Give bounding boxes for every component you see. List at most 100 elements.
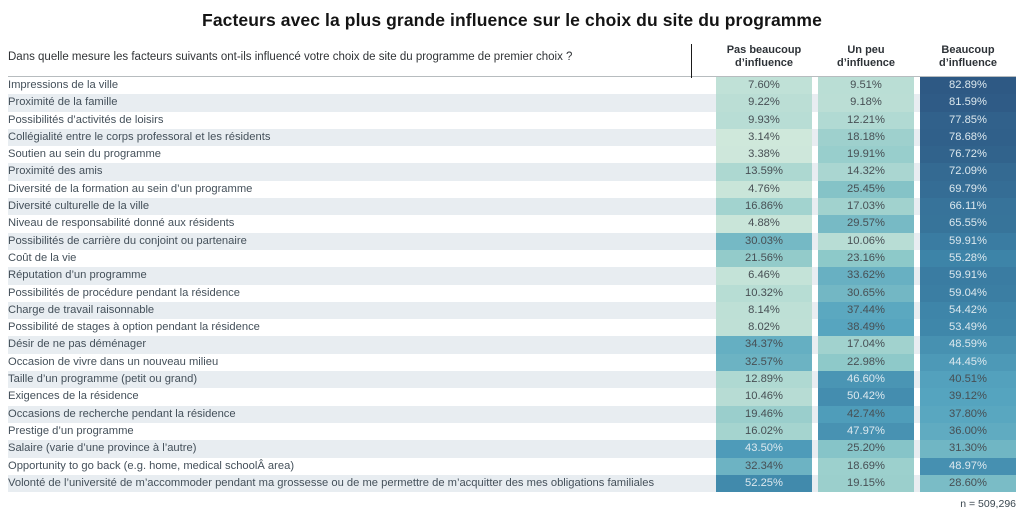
chart-title: Facteurs avec la plus grande influence s… [202, 10, 822, 30]
factor-label: Proximité de la famille [8, 96, 118, 109]
value-cell-un-peu: 19.91% [818, 146, 914, 164]
value-cell-un-peu: 23.16% [818, 249, 914, 268]
value-cell-pas-beaucoup: 32.34% [716, 457, 812, 475]
value-cell-pas-beaucoup: 10.32% [716, 284, 812, 302]
value-cell-pas-beaucoup: 4.76% [716, 180, 812, 199]
factor-label: Soutien au sein du programme [8, 148, 161, 161]
value-cell-pas-beaucoup: 52.25% [716, 474, 812, 493]
factor-label: Taille d’un programme (petit ou grand) [8, 373, 198, 386]
factor-label: Occasion de vivre dans un nouveau milieu [8, 355, 219, 368]
value-cell-beaucoup: 78.68% [920, 128, 1016, 147]
table-row: Collégialité entre le corps professoral … [8, 128, 1016, 147]
table-row: Prestige d’un programme 16.02% 47.97% 36.00… [8, 422, 1016, 441]
value-cell-pas-beaucoup: 4.88% [716, 215, 812, 233]
table-row: Opportunity to go back (e.g. home, medic… [8, 457, 1016, 475]
value-cell-un-peu: 22.98% [818, 353, 914, 372]
value-cell-beaucoup: 81.59% [920, 94, 1016, 112]
value-cell-un-peu: 30.65% [818, 284, 914, 302]
factor-label: Désir de ne pas déménager [8, 338, 147, 351]
factor-label: Proximité des amis [8, 165, 103, 178]
value-cell-pas-beaucoup: 34.37% [716, 336, 812, 354]
value-cell-pas-beaucoup: 8.14% [716, 301, 812, 320]
value-cell-un-peu: 14.32% [818, 163, 914, 181]
value-cell-un-peu: 12.21% [818, 111, 914, 129]
table-row: Possibilités d’activités de loisirs 9.93%… [8, 111, 1016, 129]
value-cell-pas-beaucoup: 32.57% [716, 353, 812, 372]
factor-label: Réputation d’un programme [8, 269, 147, 282]
value-cell-un-peu: 10.06% [818, 232, 914, 250]
table-row: Salaire (varie d’une province à l’autre)… [8, 440, 1016, 458]
value-cell-pas-beaucoup: 8.02% [716, 319, 812, 337]
value-cell-beaucoup: 39.12% [920, 388, 1016, 406]
value-cell-beaucoup: 48.59% [920, 336, 1016, 354]
survey-question: Dans quelle mesure les facteurs suivants… [8, 50, 573, 63]
sample-size-note: n = 509,296 [960, 498, 1016, 510]
value-cell-pas-beaucoup: 16.86% [716, 198, 812, 216]
table-row: Niveau de responsabilité donné aux résid… [8, 215, 1016, 233]
factor-label: Possibilités de procédure pendant la rés… [8, 286, 240, 299]
value-cell-pas-beaucoup: 9.22% [716, 94, 812, 112]
value-cell-pas-beaucoup: 19.46% [716, 405, 812, 423]
table-row: Proximité des amis 13.59% 14.32% 72.09% [8, 163, 1016, 181]
value-cell-beaucoup: 37.80% [920, 405, 1016, 423]
value-cell-pas-beaucoup: 16.02% [716, 422, 812, 441]
factor-label: Possibilités de carrière du conjoint ou … [8, 234, 247, 247]
table-row: Soutien au sein du programme 3.38% 19.91% 7… [8, 146, 1016, 164]
factor-label: Coût de la vie [8, 251, 77, 264]
value-cell-un-peu: 42.74% [818, 405, 914, 423]
value-cell-beaucoup: 66.11% [920, 198, 1016, 216]
value-cell-un-peu: 25.20% [818, 440, 914, 458]
factor-label: Salaire (varie d’une province à l’autre) [8, 442, 197, 455]
factor-label: Occasions de recherche pendant la réside… [8, 407, 236, 420]
factor-label: Niveau de responsabilité donné aux résid… [8, 217, 235, 230]
column-header-un-peu: Un peu d’influence [836, 44, 896, 69]
value-cell-pas-beaucoup: 21.56% [716, 249, 812, 268]
table-row: Désir de ne pas déménager 34.37% 17.04% 48.… [8, 336, 1016, 354]
factor-label: Collégialité entre le corps professoral … [8, 130, 271, 143]
value-cell-un-peu: 29.57% [818, 215, 914, 233]
value-cell-beaucoup: 82.89% [920, 77, 1016, 95]
value-cell-beaucoup: 44.45% [920, 353, 1016, 372]
value-cell-un-peu: 47.97% [818, 422, 914, 441]
value-cell-beaucoup: 59.04% [920, 284, 1016, 302]
table-row: Proximité de la famille 9.22% 9.18% 81.59% [8, 94, 1016, 112]
factor-label: Possibilités d’activités de loisirs [8, 113, 164, 126]
value-cell-beaucoup: 40.51% [920, 371, 1016, 389]
value-cell-beaucoup: 69.79% [920, 180, 1016, 199]
factor-label: Possibilité de stages à option pendant l… [8, 321, 260, 334]
value-cell-un-peu: 17.03% [818, 198, 914, 216]
table-row: Taille d’un programme (petit ou grand) 12… [8, 371, 1016, 389]
value-cell-un-peu: 25.45% [818, 180, 914, 199]
table-row: Impressions de la ville 7.60% 9.51% 82.89% [8, 77, 1016, 95]
table-row: Possibilités de procédure pendant la rés… [8, 284, 1016, 302]
factor-label: Opportunity to go back (e.g. home, medic… [8, 459, 295, 472]
value-cell-pas-beaucoup: 3.14% [716, 128, 812, 147]
value-cell-beaucoup: 59.91% [920, 267, 1016, 285]
value-cell-beaucoup: 36.00% [920, 422, 1016, 441]
value-cell-un-peu: 18.18% [818, 128, 914, 147]
value-cell-beaucoup: 53.49% [920, 319, 1016, 337]
value-cell-pas-beaucoup: 9.93% [716, 111, 812, 129]
factor-label: Prestige d’un programme [8, 424, 134, 437]
factor-label: Exigences de la résidence [8, 390, 139, 403]
value-cell-pas-beaucoup: 30.03% [716, 232, 812, 250]
table-row: Coût de la vie 21.56% 23.16% 55.28% [8, 249, 1016, 268]
value-cell-pas-beaucoup: 13.59% [716, 163, 812, 181]
value-cell-un-peu: 18.69% [818, 457, 914, 475]
factor-label: Charge de travail raisonnable [8, 303, 155, 316]
value-cell-pas-beaucoup: 6.46% [716, 267, 812, 285]
value-cell-un-peu: 17.04% [818, 336, 914, 354]
table-row: Charge de travail raisonnable 8.14% 37.44%… [8, 301, 1016, 320]
heatmap-table: Dans quelle mesure les facteurs suivants… [8, 42, 1016, 493]
value-cell-pas-beaucoup: 12.89% [716, 371, 812, 389]
value-cell-beaucoup: 55.28% [920, 249, 1016, 268]
value-cell-pas-beaucoup: 10.46% [716, 388, 812, 406]
value-cell-beaucoup: 48.97% [920, 457, 1016, 475]
table-row: Diversité culturelle de la ville 16.86% 17… [8, 198, 1016, 216]
header-separator-line [691, 44, 692, 78]
factor-label: Volonté de l’université de m’accommoder … [8, 476, 655, 489]
value-cell-un-peu: 33.62% [818, 267, 914, 285]
table-row: Exigences de la résidence 10.46% 50.42% 39.… [8, 388, 1016, 406]
value-cell-pas-beaucoup: 3.38% [716, 146, 812, 164]
table-header: Dans quelle mesure les facteurs suivants… [8, 42, 1016, 78]
